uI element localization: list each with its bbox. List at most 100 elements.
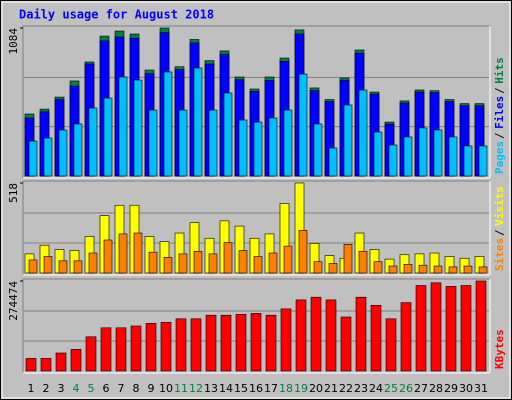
bar (433, 129, 443, 177)
bar (445, 286, 457, 372)
bar (43, 256, 53, 274)
y-tick-label: 274474 (7, 281, 20, 321)
bar (115, 327, 127, 372)
bar (253, 256, 263, 274)
legend-entry: Visits (493, 186, 506, 226)
bar (358, 250, 368, 274)
x-tick-label: 28 (429, 382, 443, 395)
bar (433, 265, 443, 274)
legend-separator: / (493, 132, 506, 139)
legend-separator: / (493, 87, 506, 94)
bar (475, 280, 487, 372)
bar (193, 250, 203, 274)
x-tick-label: 23 (354, 382, 368, 395)
x-tick-label: 2 (43, 382, 50, 395)
bar (403, 264, 413, 274)
x-tick-label: 18 (279, 382, 293, 395)
bar (268, 252, 278, 274)
legend-entry: Hits (493, 57, 506, 84)
bar (265, 314, 277, 372)
bar (385, 318, 397, 372)
x-tick-label: 5 (88, 382, 95, 395)
bar (268, 117, 278, 177)
bar (100, 327, 112, 372)
legend-separator: / (493, 229, 506, 236)
y-tick-label: 518 (7, 183, 20, 203)
x-tick-label: 3 (58, 382, 65, 395)
bar (190, 318, 202, 372)
bar (298, 73, 308, 177)
bar (415, 285, 427, 372)
x-tick-label: 27 (414, 382, 428, 395)
x-tick-label: 29 (444, 382, 458, 395)
x-tick-label: 24 (369, 382, 383, 395)
bar (343, 244, 353, 274)
x-tick-label: 13 (204, 382, 218, 395)
bar (358, 89, 368, 177)
x-tick-label: 4 (73, 382, 80, 395)
bar (133, 232, 143, 274)
bar (148, 109, 158, 177)
bar (235, 313, 247, 372)
x-tick-label: 16 (249, 382, 263, 395)
bar (448, 266, 458, 274)
bar (328, 263, 338, 274)
bar (223, 92, 233, 177)
bar (478, 266, 488, 274)
x-tick-label: 21 (324, 382, 338, 395)
y-tick-label: 1084 (7, 28, 20, 55)
bar (283, 245, 293, 274)
bar (40, 358, 52, 372)
x-tick-label: 19 (294, 382, 308, 395)
bar (328, 147, 338, 177)
bar (70, 349, 82, 372)
bar (130, 325, 142, 372)
bar (295, 299, 307, 372)
bar (208, 253, 218, 274)
legend-entry: Files (493, 96, 506, 129)
bar (460, 285, 472, 372)
x-tick-label: 20 (309, 382, 323, 395)
bar (118, 233, 128, 274)
bar (223, 242, 233, 274)
bar (463, 265, 473, 274)
legend-entry: Sites (493, 238, 506, 271)
x-tick-label: 12 (189, 382, 203, 395)
x-tick-label: 14 (219, 382, 233, 395)
bar (103, 239, 113, 274)
bar (73, 123, 83, 177)
bar (58, 260, 68, 274)
legend-entry: KBytes (493, 329, 506, 369)
x-tick-label: 6 (103, 382, 110, 395)
bar (163, 257, 173, 274)
x-tick-label: 22 (339, 382, 353, 395)
bar (85, 336, 97, 372)
bar (298, 230, 308, 274)
bar (88, 252, 98, 274)
bar (283, 109, 293, 177)
bar (28, 259, 38, 274)
bar (343, 104, 353, 177)
bar (163, 71, 173, 177)
bar (43, 137, 53, 177)
bar (355, 296, 367, 372)
bar (463, 145, 473, 177)
bar (340, 316, 352, 372)
bar (148, 251, 158, 274)
bar (178, 109, 188, 177)
bar (253, 121, 263, 177)
bar (373, 261, 383, 274)
bar (250, 313, 262, 372)
bar (310, 296, 322, 372)
x-tick-label: 1 (28, 382, 35, 395)
bar (145, 323, 157, 372)
bar (28, 140, 38, 177)
bar (403, 136, 413, 177)
bar (103, 97, 113, 177)
legend-entry: Pages (493, 141, 506, 174)
x-tick-label: 25 (384, 382, 398, 395)
bar (175, 318, 187, 372)
bar (133, 79, 143, 177)
